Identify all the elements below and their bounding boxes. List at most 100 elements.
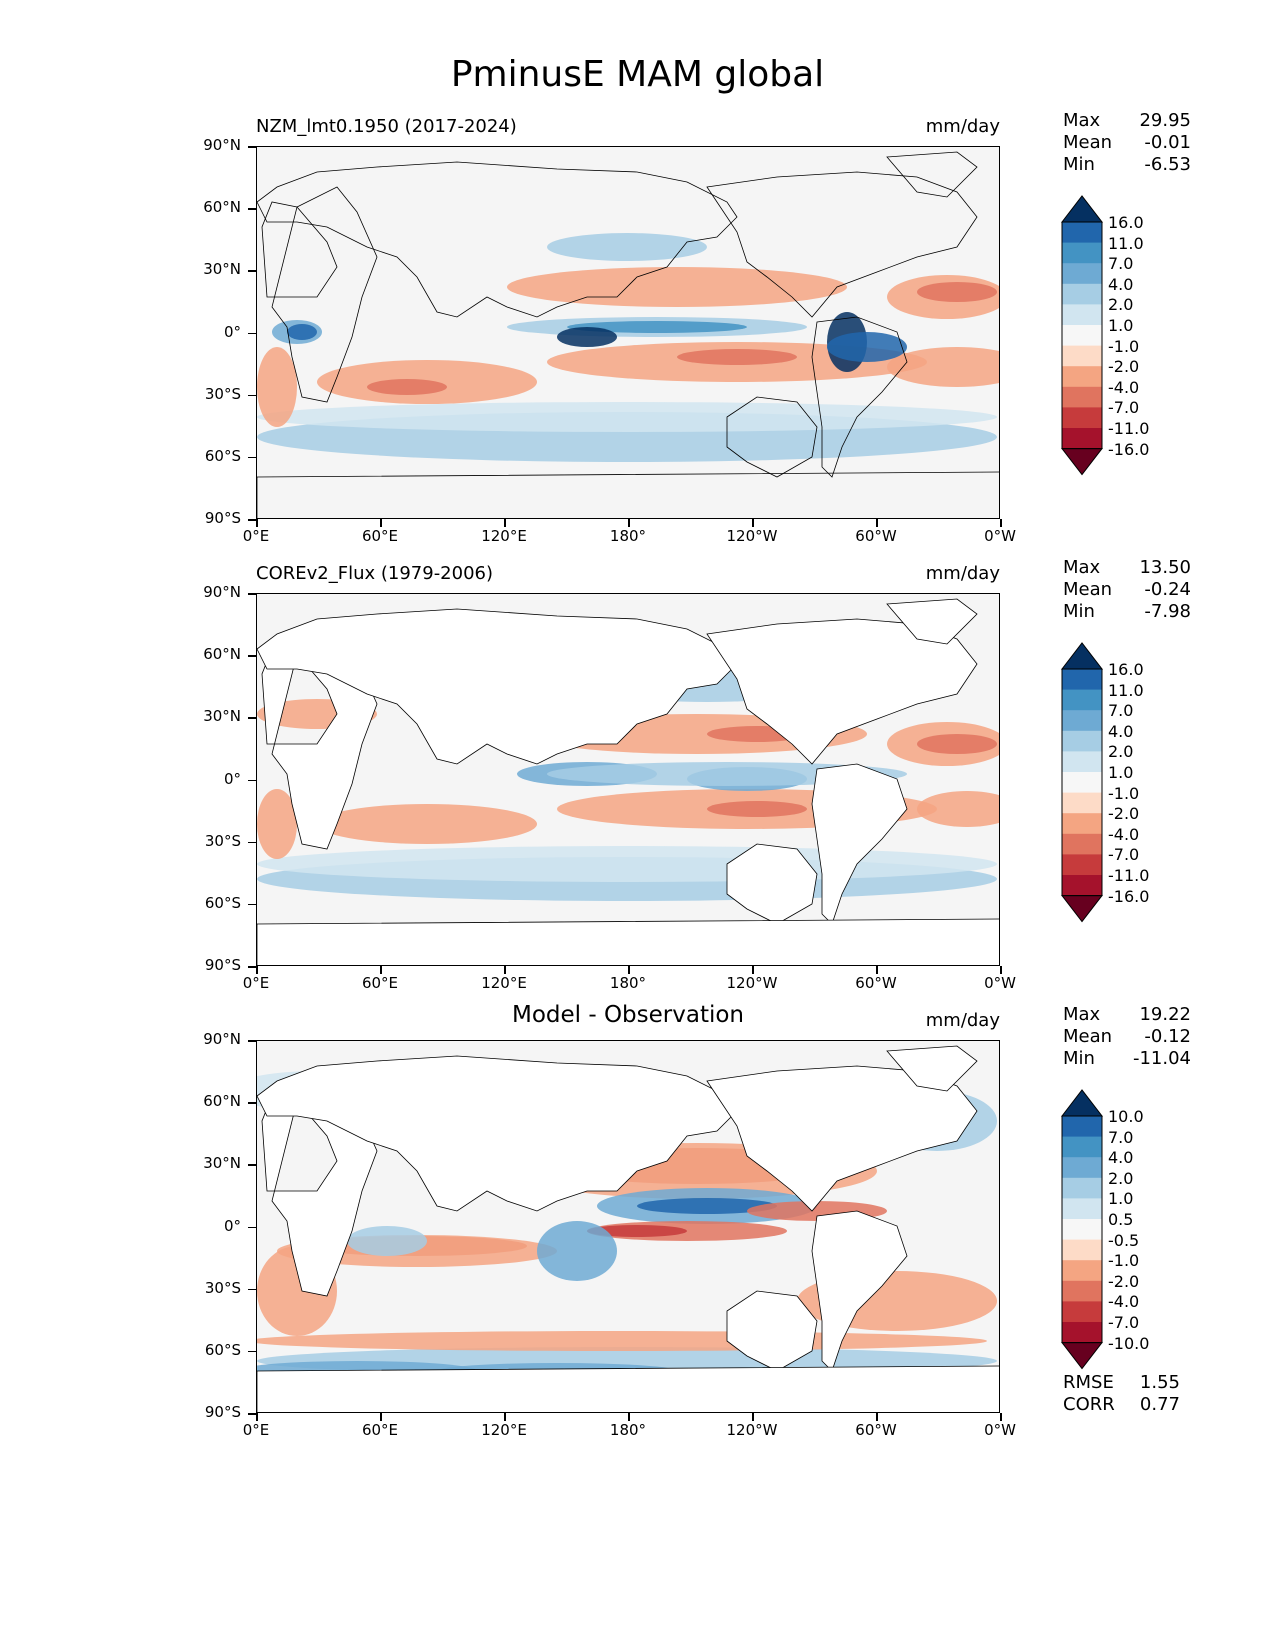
panel-title: Model - Observation [511, 1002, 745, 1028]
figure-title: PminusE MAM global [450, 54, 825, 95]
field-contour [587, 1225, 687, 1237]
y-tick-label: 30°N [203, 1154, 241, 1173]
colorbar-tick-label: 4.0 [1108, 274, 1134, 294]
x-tick [380, 966, 382, 974]
colorbar-tick-label: 1.0 [1108, 316, 1134, 335]
y-tick [248, 779, 256, 781]
colorbar-tick-label: 1.0 [1108, 763, 1134, 782]
x-tick-label: 120°E [481, 1421, 527, 1439]
stat-label: Min [1063, 154, 1095, 175]
field-contour [257, 789, 297, 859]
y-tick-label: 60°S [204, 893, 241, 912]
y-tick [248, 655, 256, 657]
stat-row: Max 29.95 [1063, 110, 1191, 132]
pminuse-field [257, 598, 999, 965]
colorbar-tick-label: -7.0 [1108, 1313, 1140, 1332]
colorbar-extend-min [1060, 895, 1104, 923]
y-tick [248, 841, 256, 844]
x-tick [628, 966, 630, 974]
stat-label: Min [1063, 1048, 1095, 1069]
x-tick-label: 120°W [726, 1421, 778, 1439]
colorbar-segment [1062, 263, 1102, 285]
x-tick [504, 519, 506, 527]
land-outline [726, 396, 818, 478]
x-tick [380, 519, 382, 527]
x-tick-label: 60°E [361, 974, 399, 992]
field-contour [257, 1331, 987, 1351]
coastlines [257, 151, 999, 518]
colorbar-segment [1062, 1280, 1102, 1302]
map-area [256, 593, 1000, 966]
map-panel: COREv2_Flux (1979-2006) mm/day 90°N 60°N 30°… [0, 557, 1275, 1003]
colorbar-tick-label: 2.0 [1108, 1168, 1134, 1188]
x-tick [752, 519, 754, 527]
colorbar-segment [1062, 813, 1102, 835]
stat-label: Mean [1063, 132, 1113, 153]
land-outline [257, 471, 999, 518]
land-outline [257, 608, 738, 765]
panel-units: mm/day [925, 1010, 1000, 1031]
colorbar-segment [1062, 407, 1102, 429]
colorbar-tick-label: -1.0 [1108, 336, 1140, 356]
colorbar-segment [1062, 1301, 1102, 1323]
x-tick-label: 60°W [855, 974, 897, 992]
colorbar-tick-label: 16.0 [1108, 660, 1144, 679]
y-tick [248, 456, 256, 459]
metric-value: 0.77 [1139, 1394, 1180, 1415]
colorbar-segment [1062, 325, 1102, 347]
y-tick [248, 903, 256, 906]
y-tick-label: 30°S [204, 1278, 241, 1297]
y-tick [248, 1164, 256, 1166]
stat-row: Max 19.22 [1063, 1004, 1191, 1026]
stat-row: Mean -0.12 [1063, 1026, 1191, 1048]
colorbar-segment [1062, 283, 1102, 305]
stat-label: Mean [1063, 1026, 1113, 1047]
land-outline [886, 598, 978, 645]
colorbar-extend-min [1060, 1342, 1104, 1370]
x-tick-label: 180° [609, 1421, 647, 1439]
y-tick-label: 90°S [204, 956, 241, 974]
y-tick [248, 1226, 256, 1228]
y-tick-label: 30°S [204, 384, 241, 403]
x-tick [876, 966, 878, 974]
stat-label: Mean [1063, 579, 1113, 600]
field-contour [367, 379, 447, 395]
colorbar-frame [1061, 1115, 1103, 1344]
x-tick [504, 1413, 506, 1421]
colorbar-segment [1062, 1219, 1102, 1241]
y-tick [248, 1350, 256, 1353]
field-contour [537, 1221, 617, 1281]
colorbar-tick-label: 7.0 [1108, 1127, 1134, 1147]
stat-label: Max [1063, 110, 1101, 131]
colorbar-tick-label: 11.0 [1108, 680, 1144, 700]
y-tick [248, 1040, 256, 1042]
panel-stats: Max 19.22 Mean -0.12 Min -11.04 [1063, 1004, 1191, 1070]
metric-label: CORR [1063, 1394, 1115, 1415]
x-tick-label: 0°E [242, 1421, 270, 1439]
x-tick-label: 0°W [984, 527, 1016, 545]
y-tick-label: 0° [223, 322, 241, 341]
y-tick-label: 90°N [203, 136, 241, 154]
land-outline [706, 171, 978, 318]
y-tick [248, 593, 256, 595]
pminuse-field [257, 1045, 999, 1412]
field-contour [677, 349, 797, 365]
colorbar-tick-label: -0.5 [1108, 1230, 1140, 1250]
stat-value: 29.95 [1139, 110, 1191, 131]
panel-title: COREv2_Flux (1979-2006) [256, 563, 494, 584]
field-contour [257, 347, 297, 427]
x-tick-label: 120°E [481, 527, 527, 545]
field-contour [547, 233, 707, 261]
colorbar-segment [1062, 1157, 1102, 1179]
field-contour [917, 791, 999, 827]
colorbar-extend-min [1060, 448, 1104, 476]
colorbar-tick-label: -10.0 [1108, 1333, 1150, 1353]
stat-value: -6.53 [1144, 154, 1191, 175]
field-contour [917, 282, 997, 302]
colorbar-segment [1062, 1239, 1102, 1261]
colorbar-tick-label: -1.0 [1108, 783, 1140, 803]
y-tick-label: 60°N [203, 645, 241, 664]
colorbar-segment [1062, 1177, 1102, 1199]
colorbar-extend-max [1060, 195, 1104, 223]
y-tick-label: 30°N [203, 707, 241, 726]
